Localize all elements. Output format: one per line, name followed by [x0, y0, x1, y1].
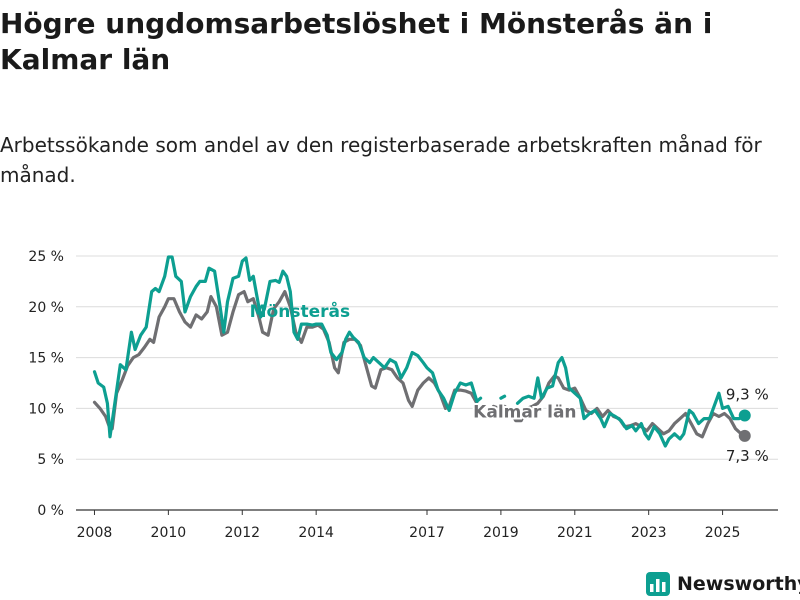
x-tick-label: 2019	[483, 525, 519, 541]
chart-subtitle: Arbetssökande som andel av den registerb…	[0, 133, 762, 187]
y-tick-label: 25 %	[28, 249, 64, 265]
newsworthy-logo-icon	[646, 572, 670, 596]
y-tick-label: 5 %	[37, 452, 64, 468]
x-tick-label: 2010	[151, 525, 187, 541]
newsworthy-logo: Newsworthy	[645, 570, 800, 598]
y-tick-label: 20 %	[28, 300, 64, 316]
series-line-kalmar	[92, 290, 747, 439]
x-tick-label: 2014	[298, 525, 334, 541]
x-tick-label: 2008	[77, 525, 113, 541]
end-value-kalmar: 7,3 %	[726, 447, 769, 465]
grid-lines	[76, 255, 778, 511]
line-chart: 0 % 5 % 10 % 15 % 20 % 25 % 2008 2010 2012 2014 20…	[28, 249, 778, 541]
series-endpoint-monsteras	[738, 409, 751, 422]
series-label-kalmar: Kalmar län	[473, 402, 576, 422]
x-tick-label: 2023	[631, 525, 667, 541]
series-layer	[92, 255, 751, 448]
brand-name: Newsworthy	[677, 573, 800, 595]
x-tick-label: 2017	[409, 525, 445, 541]
axes: 0 % 5 % 10 % 15 % 20 % 25 % 2008 2010 2012 2014 20…	[28, 249, 740, 541]
x-tick-label: 2012	[224, 525, 260, 541]
y-tick-label: 0 %	[37, 503, 64, 519]
series-endpoint-kalmar	[738, 429, 751, 442]
y-tick-label: 10 %	[28, 401, 64, 417]
series-label-monsteras: Mönsterås	[250, 300, 350, 322]
end-value-monsteras: 9,3 %	[726, 386, 769, 404]
x-tick-label: 2025	[705, 525, 741, 541]
y-tick-label: 15 %	[28, 351, 64, 367]
labels-layer: Mönsterås Kalmar län 9,3 % 7,3 %	[250, 300, 769, 465]
series-line-monsteras	[92, 255, 747, 448]
chart-title: Högre ungdomsarbetslöshet i Mönsterås än…	[0, 7, 713, 76]
x-tick-label: 2021	[557, 525, 593, 541]
